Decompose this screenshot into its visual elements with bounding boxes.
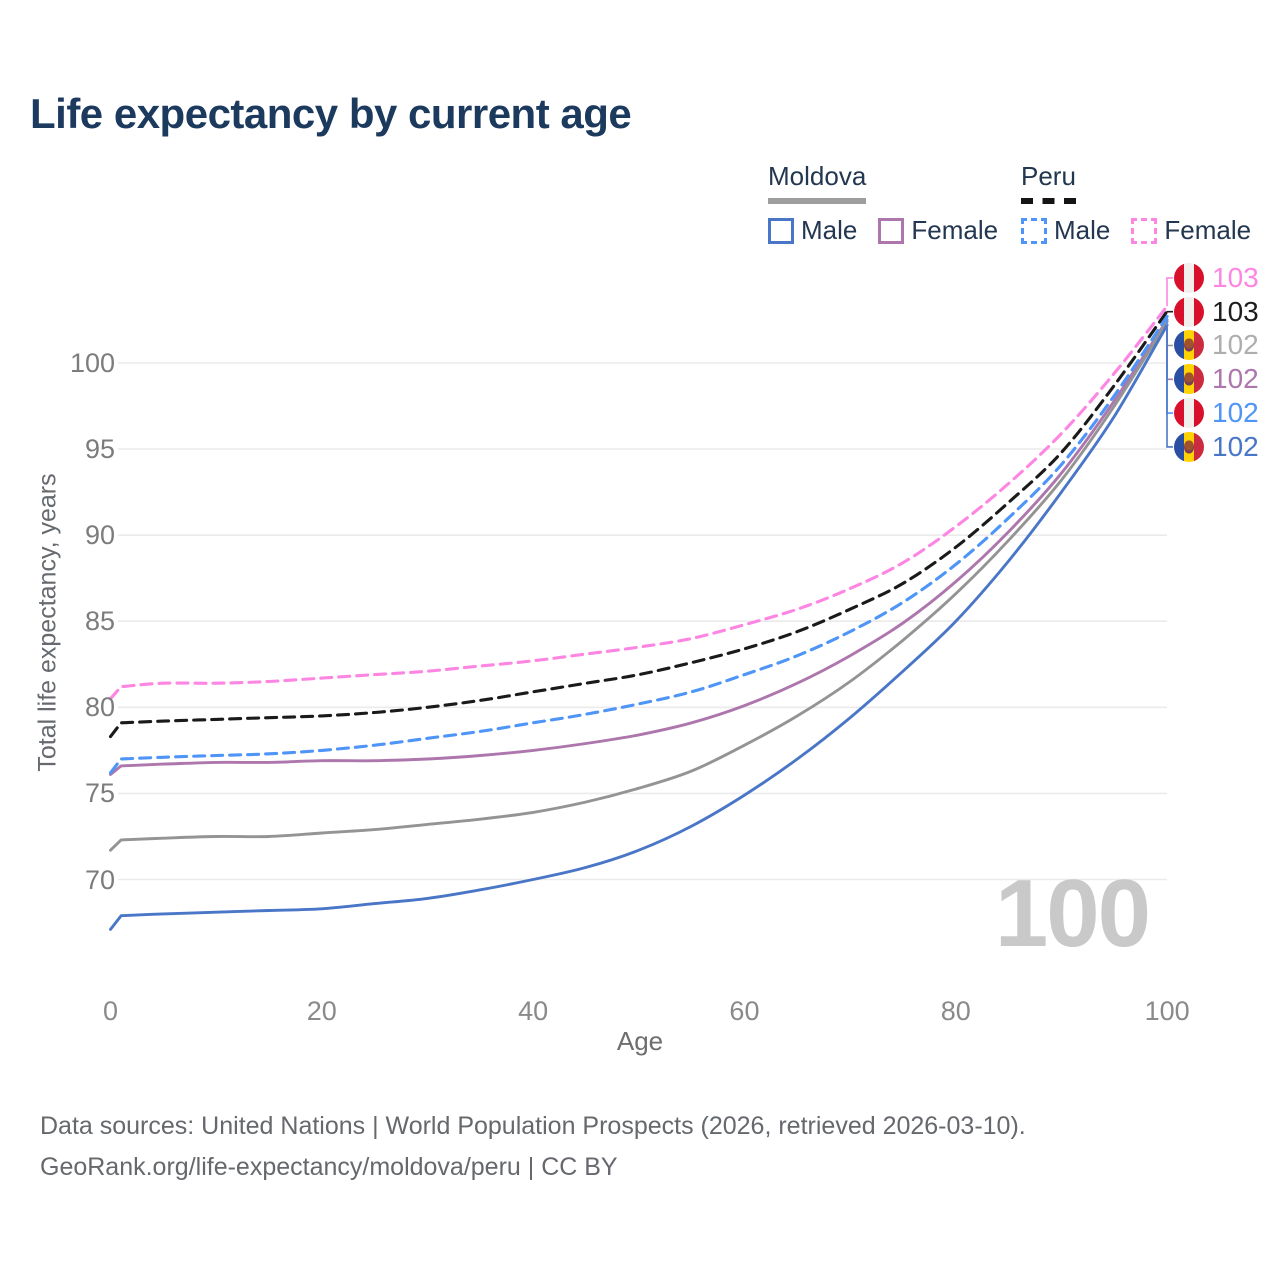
series-line-peru-male[interactable] [108, 314, 1169, 775]
end-label-leader [1166, 316, 1173, 414]
end-label-leader [1166, 277, 1173, 307]
legend-item-label: Female [911, 215, 999, 245]
end-label-row-moldova-female: 102 [1174, 362, 1259, 396]
end-label-leader [1166, 319, 1173, 381]
series-line-peru-female[interactable] [108, 304, 1169, 701]
moldova-male-swatch-icon [768, 217, 794, 244]
legend-item-label: Male [801, 215, 858, 245]
end-label-leader [1166, 325, 1173, 448]
x-tick-label-0: 0 [102, 996, 119, 1026]
x-tick-label-60: 60 [729, 996, 760, 1026]
peru-flag-icon [1174, 262, 1204, 293]
end-label-row-moldova-both-sexes: 102 [1174, 329, 1259, 363]
y-tick-label-75: 75 [84, 778, 115, 809]
legend-item-label: Male [1054, 215, 1111, 245]
x-tick-label-100: 100 [1144, 996, 1190, 1026]
end-label-value: 102 [1212, 430, 1259, 462]
peru-flag-icon [1174, 398, 1204, 429]
legend-item-moldova-male[interactable]: Male [768, 215, 857, 246]
x-axis-title: Age [616, 1026, 664, 1056]
peru-flag-icon [1174, 296, 1204, 327]
legend-item-label: Female [1164, 215, 1252, 245]
series-line-moldova-female[interactable] [109, 318, 1169, 776]
legend-item-moldova-female[interactable]: Female [878, 215, 998, 246]
series-line-moldova-both-sexes[interactable] [109, 320, 1169, 852]
chart-title: Life expectancy by current age [30, 90, 632, 137]
end-labels: 103 103 102 102 102 102 [1174, 261, 1259, 464]
end-label-value: 102 [1212, 363, 1259, 395]
legend-group-peru: Peru Male Female [1021, 161, 1251, 246]
end-label-row-peru-female: 103 [1174, 261, 1259, 295]
footer: Data sources: United Nations | World Pop… [40, 1106, 1026, 1188]
y-tick-label-100: 100 [69, 347, 115, 378]
series-line-peru-both-sexes[interactable] [108, 309, 1169, 739]
end-label-row-moldova-male: 102 [1174, 430, 1259, 464]
legend-group-moldova: Moldova Male Female [768, 161, 998, 246]
end-label-value: 102 [1212, 397, 1259, 429]
end-label-row-peru-both-sexes: 103 [1174, 295, 1259, 329]
moldova-flag-icon [1174, 431, 1204, 462]
y-tick-label-85: 85 [84, 606, 115, 637]
peru-female-swatch-icon [1131, 217, 1158, 244]
x-tick-label-40: 40 [518, 996, 549, 1026]
end-label-value: 102 [1212, 329, 1259, 361]
moldova-female-swatch-icon [878, 217, 905, 244]
end-label-value: 103 [1212, 295, 1259, 327]
legend-item-peru-female[interactable]: Female [1131, 215, 1251, 246]
footer-url-line: GeoRank.org/life-expectancy/moldova/peru… [40, 1153, 618, 1181]
footer-source-line: Data sources: United Nations | World Pop… [40, 1112, 1026, 1140]
y-tick-label-80: 80 [84, 692, 115, 723]
legend-heading-moldova: Moldova [768, 161, 867, 204]
moldova-flag-icon [1174, 330, 1204, 361]
end-label-value: 103 [1212, 261, 1259, 293]
y-tick-label-95: 95 [84, 434, 115, 465]
y-tick-label-90: 90 [84, 520, 115, 551]
peru-male-swatch-icon [1021, 217, 1047, 244]
end-label-row-peru-male: 102 [1174, 396, 1259, 430]
series-line-moldova-male[interactable] [109, 323, 1169, 931]
age-watermark: 100 [994, 860, 1151, 967]
legend-item-peru-male[interactable]: Male [1021, 215, 1110, 246]
x-tick-label-80: 80 [940, 996, 971, 1026]
legend-heading-peru: Peru [1021, 161, 1076, 204]
x-tick-label-20: 20 [306, 996, 337, 1026]
moldova-flag-icon [1174, 364, 1204, 395]
y-tick-label-70: 70 [84, 864, 115, 895]
